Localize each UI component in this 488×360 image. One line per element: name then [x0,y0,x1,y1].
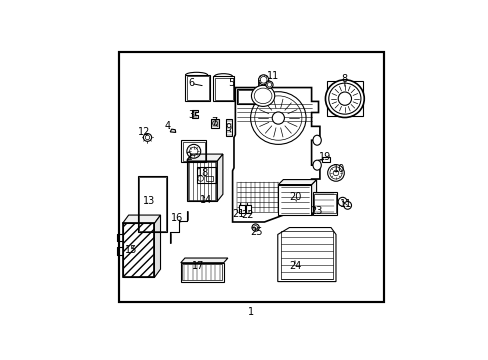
Polygon shape [154,215,160,278]
Bar [321,157,329,162]
Text: 25: 25 [250,227,263,237]
Text: 19: 19 [319,152,331,162]
Polygon shape [232,79,319,222]
Ellipse shape [312,160,321,170]
Text: 1: 1 [247,306,253,316]
Bar [181,140,206,162]
Text: 22: 22 [241,210,254,220]
Polygon shape [278,180,316,185]
Bar [183,141,204,161]
Text: 24: 24 [288,261,301,271]
Polygon shape [191,110,198,118]
Bar [226,120,232,136]
Polygon shape [122,215,160,223]
Bar [280,231,332,279]
Bar [326,81,362,116]
Bar [181,263,224,282]
Ellipse shape [343,202,351,209]
Bar [239,205,244,213]
Text: 9: 9 [225,123,231,133]
Text: 23: 23 [310,206,322,216]
Ellipse shape [272,112,284,124]
Ellipse shape [338,197,346,206]
Bar [236,89,261,104]
Text: 4: 4 [164,121,170,131]
Ellipse shape [251,224,259,231]
Text: 5: 5 [227,78,234,89]
Text: 13: 13 [143,196,155,206]
Ellipse shape [338,92,351,105]
Text: 10: 10 [332,164,345,174]
Bar [138,177,166,231]
Ellipse shape [325,80,364,117]
Text: 11: 11 [266,72,278,81]
Ellipse shape [342,96,347,102]
Text: 18: 18 [197,168,209,179]
Polygon shape [186,154,223,161]
Bar [122,223,154,278]
Bar [185,75,210,102]
Text: 21: 21 [232,209,244,219]
Bar [196,167,216,183]
Ellipse shape [251,85,274,107]
Text: 20: 20 [288,192,301,202]
Text: 7: 7 [211,117,217,127]
Ellipse shape [258,75,268,85]
Text: 16: 16 [171,213,183,223]
Bar [245,205,251,213]
Bar [187,162,216,200]
Text: 11: 11 [340,199,352,209]
Polygon shape [277,228,335,282]
Ellipse shape [339,93,350,104]
Bar [186,76,208,100]
Text: 17: 17 [191,261,203,271]
Bar [312,192,337,215]
Polygon shape [170,129,175,132]
Bar [314,194,335,213]
Ellipse shape [312,135,321,145]
Bar [213,76,233,102]
Text: 12: 12 [138,127,150,137]
Text: 8: 8 [341,74,347,84]
Polygon shape [217,154,223,201]
Bar [137,176,167,232]
Polygon shape [181,258,227,263]
Bar [211,119,219,128]
Bar [206,176,213,181]
Text: 14: 14 [200,195,212,205]
Ellipse shape [143,134,151,141]
Polygon shape [311,180,316,215]
Text: 6: 6 [187,78,194,89]
Bar [122,223,154,278]
Bar [238,90,260,103]
Bar [186,161,217,201]
Text: 15: 15 [124,245,137,255]
Ellipse shape [265,81,272,89]
Ellipse shape [327,165,344,181]
Bar [278,185,311,215]
Text: 3: 3 [187,110,194,120]
Text: 2: 2 [185,152,191,162]
Bar [182,264,222,280]
Bar [214,78,232,100]
